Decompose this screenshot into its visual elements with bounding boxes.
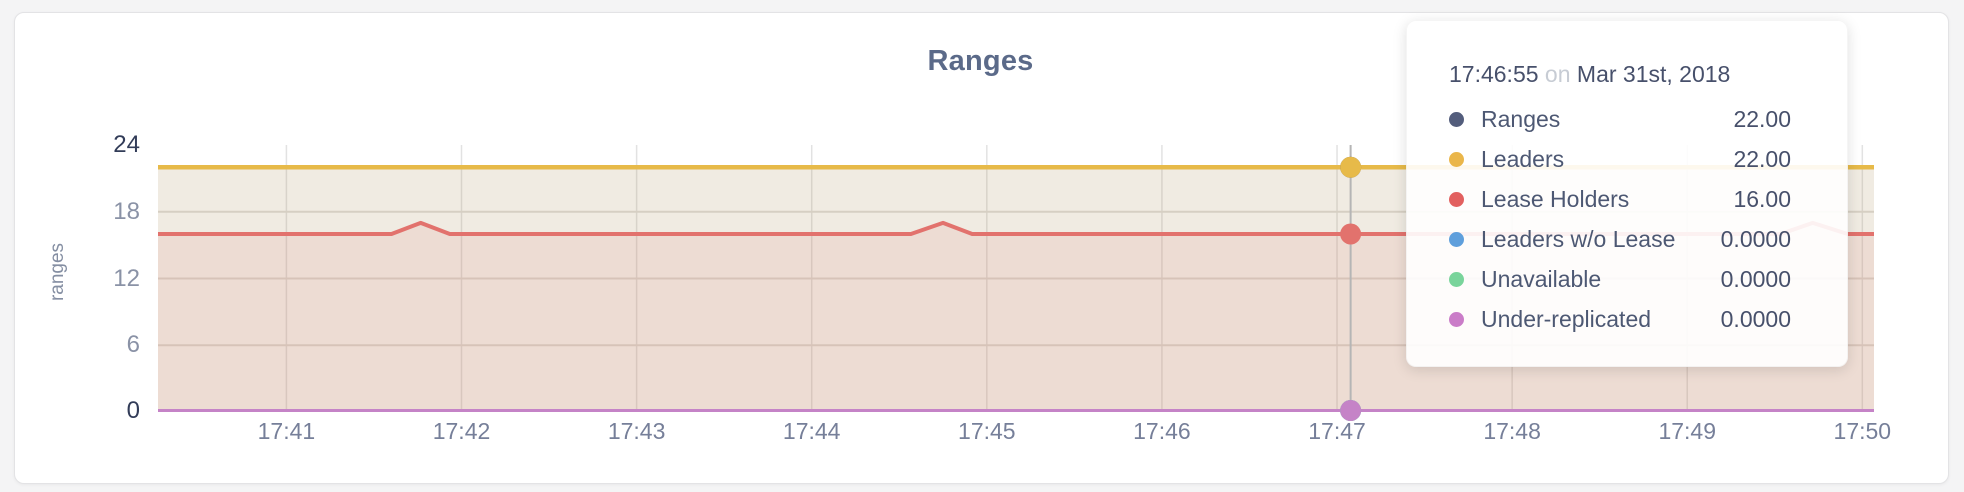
tooltip-series-list: Ranges 22.00 Leaders 22.00 Lease Holders 16.0… <box>1449 99 1791 339</box>
series-color-dot <box>1449 231 1464 247</box>
series-value: 0.0000 <box>1720 305 1791 332</box>
tooltip-separator: on <box>1544 61 1571 87</box>
y-axis-tick-label: 0 <box>126 396 140 424</box>
series-label: Ranges <box>1481 105 1561 132</box>
series-label: Leaders <box>1481 145 1565 172</box>
tooltip-header: 17:46:55 on Mar 31st, 2018 <box>1449 61 1791 88</box>
tooltip-series-row: Leaders 22.00 <box>1449 139 1791 179</box>
series-value: 16.00 <box>1733 185 1791 212</box>
tooltip-series-row: Lease Holders 16.00 <box>1449 179 1791 219</box>
tooltip-date: Mar 31st, 2018 <box>1576 61 1731 87</box>
tooltip-series-row: Ranges 22.00 <box>1449 99 1791 139</box>
series-color-dot <box>1449 311 1464 327</box>
series-value: 22.00 <box>1733 105 1791 132</box>
series-value: 0.0000 <box>1720 265 1791 292</box>
series-color-dot <box>1449 111 1464 127</box>
x-axis-tick-label: 17:49 <box>1658 418 1716 444</box>
series-label: Under-replicated <box>1481 305 1652 332</box>
hover-point-lease-holders <box>1340 223 1362 245</box>
x-axis-tick-label: 17:50 <box>1833 418 1892 444</box>
series-color-dot <box>1449 151 1464 167</box>
y-axis-tick-label: 12 <box>113 264 140 292</box>
hover-point-leaders <box>1340 156 1362 178</box>
chart-tooltip: 17:46:55 on Mar 31st, 2018 Ranges 22.00 Le… <box>1406 20 1848 367</box>
series-value: 22.00 <box>1733 145 1791 172</box>
tooltip-series-row: Under-replicated 0.0000 <box>1449 299 1791 339</box>
x-axis-tick-label: 17:45 <box>958 418 1016 444</box>
series-color-dot <box>1449 271 1464 287</box>
x-axis-tick-label: 17:43 <box>607 418 666 444</box>
y-axis-tick-label: 24 <box>113 131 140 158</box>
y-axis-title: ranges <box>47 242 68 302</box>
x-axis-tick-label: 17:48 <box>1483 418 1541 444</box>
x-axis-tick-label: 17:42 <box>432 418 491 444</box>
x-axis-tick-label: 17:44 <box>782 418 841 444</box>
y-axis-tick-label: 18 <box>113 197 140 225</box>
y-axis-tick-label: 6 <box>126 331 140 359</box>
tooltip-time: 17:46:55 <box>1449 61 1539 87</box>
x-axis-tick-label: 17:47 <box>1308 418 1366 444</box>
series-label: Leaders w/o Lease <box>1481 225 1676 252</box>
hover-point-under-replicated <box>1340 400 1362 421</box>
series-color-dot <box>1449 191 1464 207</box>
chart-title: Ranges <box>927 45 1034 77</box>
series-label: Unavailable <box>1481 265 1602 292</box>
series-label: Lease Holders <box>1481 185 1630 212</box>
series-value: 0.0000 <box>1720 225 1791 252</box>
x-axis-tick-label: 17:46 <box>1133 418 1191 444</box>
tooltip-series-row: Unavailable 0.0000 <box>1449 259 1791 299</box>
x-axis-tick-label: 17:41 <box>257 418 316 444</box>
tooltip-series-row: Leaders w/o Lease 0.0000 <box>1449 219 1791 259</box>
